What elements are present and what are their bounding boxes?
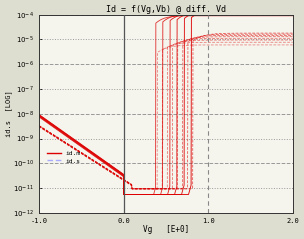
Legend: id.m, id.s: id.m, id.s xyxy=(45,148,83,166)
Title: Id = f(Vg,Vb) @ diff. Vd: Id = f(Vg,Vb) @ diff. Vd xyxy=(106,5,226,14)
Y-axis label: id.s  [LOG]: id.s [LOG] xyxy=(5,90,12,137)
X-axis label: Vg   [E+0]: Vg [E+0] xyxy=(143,225,189,234)
